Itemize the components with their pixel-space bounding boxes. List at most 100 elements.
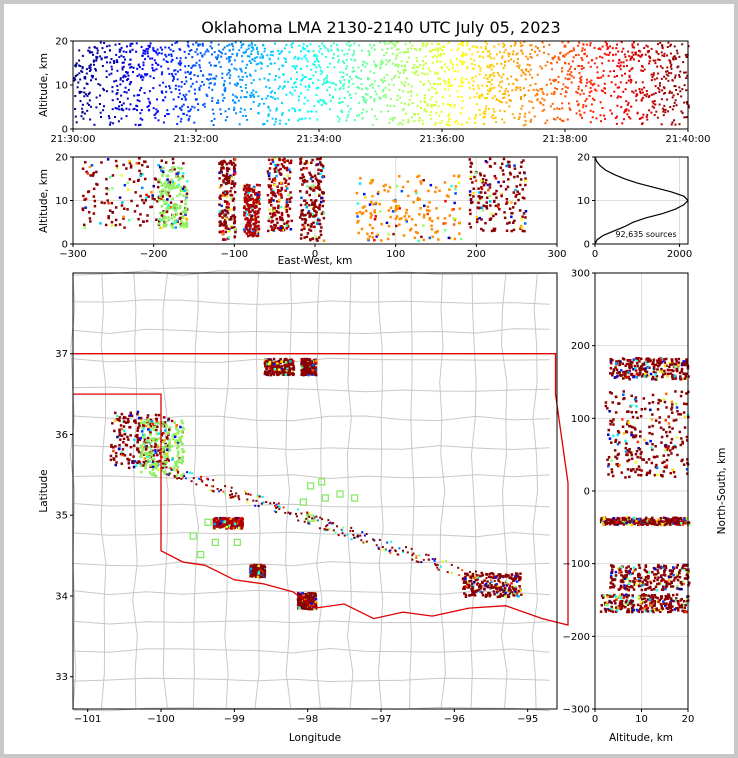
source-point <box>269 162 273 165</box>
source-point <box>539 101 541 104</box>
source-point <box>319 230 322 233</box>
source-point <box>129 63 132 66</box>
source-point <box>363 61 366 64</box>
source-point <box>529 52 532 55</box>
altitude-axis-tick-label: 20 <box>55 153 68 164</box>
source-point <box>226 166 229 170</box>
source-point <box>632 53 635 56</box>
source-point <box>249 224 252 227</box>
source-point <box>421 42 424 45</box>
source-point <box>93 123 96 126</box>
source-point <box>357 86 360 89</box>
source-point <box>183 83 186 85</box>
source-point <box>116 84 119 87</box>
source-point <box>320 212 324 216</box>
source-point <box>335 83 337 86</box>
source-point <box>274 166 278 170</box>
source-point <box>454 121 456 124</box>
source-point <box>460 123 463 126</box>
source-point <box>359 177 362 180</box>
source-point <box>136 67 139 70</box>
source-point <box>578 65 581 67</box>
source-point <box>406 180 410 183</box>
source-point <box>190 85 193 88</box>
histogram-grid <box>595 157 688 244</box>
source-point <box>284 185 288 188</box>
source-point <box>648 56 651 58</box>
source-point <box>471 45 474 48</box>
source-point <box>167 430 170 434</box>
source-point <box>133 210 137 213</box>
source-point <box>488 194 492 198</box>
source-point <box>653 100 656 102</box>
source-point <box>291 65 294 68</box>
source-point <box>159 165 162 169</box>
source-point <box>422 64 425 67</box>
source-point <box>280 229 283 232</box>
source-point <box>126 71 129 74</box>
source-point <box>148 420 152 424</box>
source-point <box>479 46 482 49</box>
source-point <box>159 181 163 184</box>
source-point <box>330 44 333 47</box>
source-point <box>100 58 103 61</box>
source-point <box>270 188 273 191</box>
source-point <box>157 449 160 452</box>
source-point <box>302 607 306 610</box>
source-point <box>586 78 588 81</box>
source-point <box>175 474 179 477</box>
source-point <box>648 50 650 52</box>
source-point <box>122 75 125 77</box>
source-point <box>516 65 519 68</box>
source-point <box>578 41 581 44</box>
source-point <box>490 115 493 118</box>
source-point <box>416 93 419 96</box>
source-point <box>165 193 169 196</box>
source-point <box>341 49 344 52</box>
source-point <box>198 88 201 91</box>
source-point <box>541 41 544 44</box>
source-point <box>680 95 683 98</box>
source-point <box>379 63 382 66</box>
source-point <box>170 178 173 182</box>
source-point <box>640 54 643 57</box>
source-point <box>570 74 573 77</box>
source-point <box>158 220 161 223</box>
source-point <box>201 54 204 57</box>
source-point <box>285 122 288 125</box>
source-point <box>541 87 544 90</box>
source-point <box>632 41 635 44</box>
source-point <box>182 226 186 229</box>
source-point <box>429 183 433 187</box>
source-point <box>151 197 154 200</box>
source-point <box>157 421 160 424</box>
source-point <box>491 97 494 100</box>
source-point <box>439 60 442 63</box>
source-point <box>391 116 394 119</box>
source-point <box>304 218 308 222</box>
source-point <box>262 123 264 126</box>
source-point <box>451 208 454 212</box>
source-point <box>213 522 216 526</box>
source-point <box>132 180 136 183</box>
source-point <box>304 76 307 79</box>
source-point <box>190 49 193 51</box>
source-point <box>533 115 536 118</box>
source-point <box>150 205 154 209</box>
source-point <box>171 456 174 460</box>
source-point <box>328 86 331 89</box>
source-point <box>530 44 533 47</box>
source-point <box>527 89 530 92</box>
source-point <box>654 59 657 62</box>
source-point <box>185 180 189 183</box>
source-point <box>122 76 125 79</box>
source-point <box>313 105 316 107</box>
source-point <box>252 202 256 205</box>
source-point <box>291 42 294 45</box>
source-point <box>231 226 234 229</box>
source-point <box>478 172 482 175</box>
source-point <box>468 117 471 120</box>
source-point <box>234 95 237 98</box>
source-point <box>184 195 188 198</box>
source-point <box>366 62 369 65</box>
